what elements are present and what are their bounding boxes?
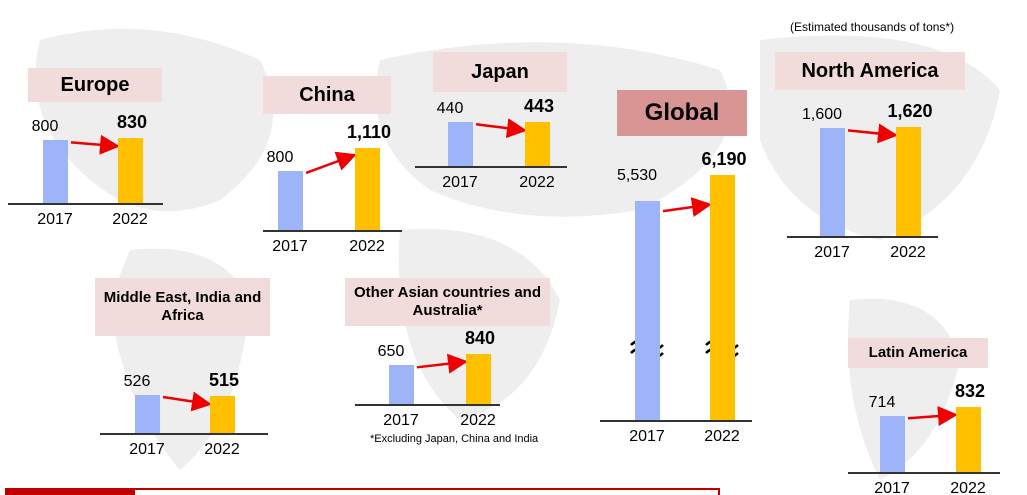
chart-title: Europe [28, 68, 162, 102]
baseline [600, 420, 752, 422]
bottom-tab [5, 488, 135, 495]
year-label: 2022 [950, 480, 986, 495]
chart-title: Japan [433, 52, 567, 92]
year-label: 2017 [129, 441, 165, 458]
unit-note: (Estimated thousands of tons*) [790, 20, 955, 34]
value-label: 1,110 [346, 122, 392, 142]
year-label: 2022 [704, 428, 740, 445]
year-label: 2017 [383, 412, 419, 429]
value-label: 1,600 [801, 106, 843, 124]
chart-title: Latin America [848, 338, 988, 368]
bar [895, 127, 921, 236]
value-label: 800 [31, 118, 59, 136]
year-label: 2017 [814, 244, 850, 261]
year-label: 2017 [37, 211, 73, 228]
bar [879, 416, 905, 472]
value-label: 800 [266, 148, 294, 166]
bar [42, 140, 68, 203]
arrow [475, 118, 527, 139]
value-label: 714 [868, 394, 896, 412]
bar [388, 365, 414, 404]
year-label: 2017 [272, 238, 308, 255]
year-label: 2022 [460, 412, 496, 429]
baseline [787, 236, 938, 238]
value-label: 650 [377, 343, 405, 361]
bar [117, 138, 143, 203]
year-label: 2017 [442, 174, 478, 191]
bar [354, 148, 380, 230]
value-label: 830 [116, 112, 148, 132]
year-label: 2022 [204, 441, 240, 458]
year-label: 2022 [112, 211, 148, 228]
value-label: 840 [464, 328, 496, 348]
arrow [416, 353, 468, 374]
value-label: 440 [436, 100, 464, 118]
bar [524, 122, 550, 166]
year-label: 2022 [349, 238, 385, 255]
bar [819, 128, 845, 236]
arrow [662, 197, 712, 217]
chart-title: Middle East, India and Africa [95, 278, 270, 336]
year-label: 2022 [890, 244, 926, 261]
value-label: 6,190 [701, 149, 747, 169]
arrow [70, 134, 120, 155]
bar [709, 175, 735, 420]
baseline [355, 404, 500, 406]
chart-title: Other Asian countries and Australia* [345, 278, 550, 326]
bar [465, 354, 491, 404]
arrow [847, 123, 898, 144]
year-label: 2017 [874, 480, 910, 495]
arrow [305, 151, 357, 175]
baseline [415, 166, 567, 168]
chart-title: China [263, 76, 391, 114]
year-label: 2017 [629, 428, 665, 445]
bar [209, 395, 235, 433]
value-label: 443 [523, 96, 555, 116]
value-label: 5,530 [616, 167, 658, 185]
footnote: *Excluding Japan, China and India [370, 433, 539, 445]
value-label: 526 [123, 373, 151, 390]
bar [134, 395, 160, 433]
year-label: 2022 [519, 174, 555, 191]
value-label: 1,620 [887, 101, 933, 121]
arrow [162, 391, 212, 412]
baseline [100, 433, 268, 435]
chart-title: North America [775, 52, 965, 90]
baseline [848, 472, 1000, 474]
arrow [907, 406, 958, 427]
value-label: 832 [954, 381, 986, 401]
value-label: 515 [208, 369, 240, 390]
chart-title: Global [617, 90, 747, 136]
bar [277, 170, 303, 230]
baseline [263, 230, 402, 232]
bar [447, 122, 473, 166]
bar [955, 407, 981, 472]
bar [634, 201, 660, 420]
baseline [8, 203, 163, 205]
